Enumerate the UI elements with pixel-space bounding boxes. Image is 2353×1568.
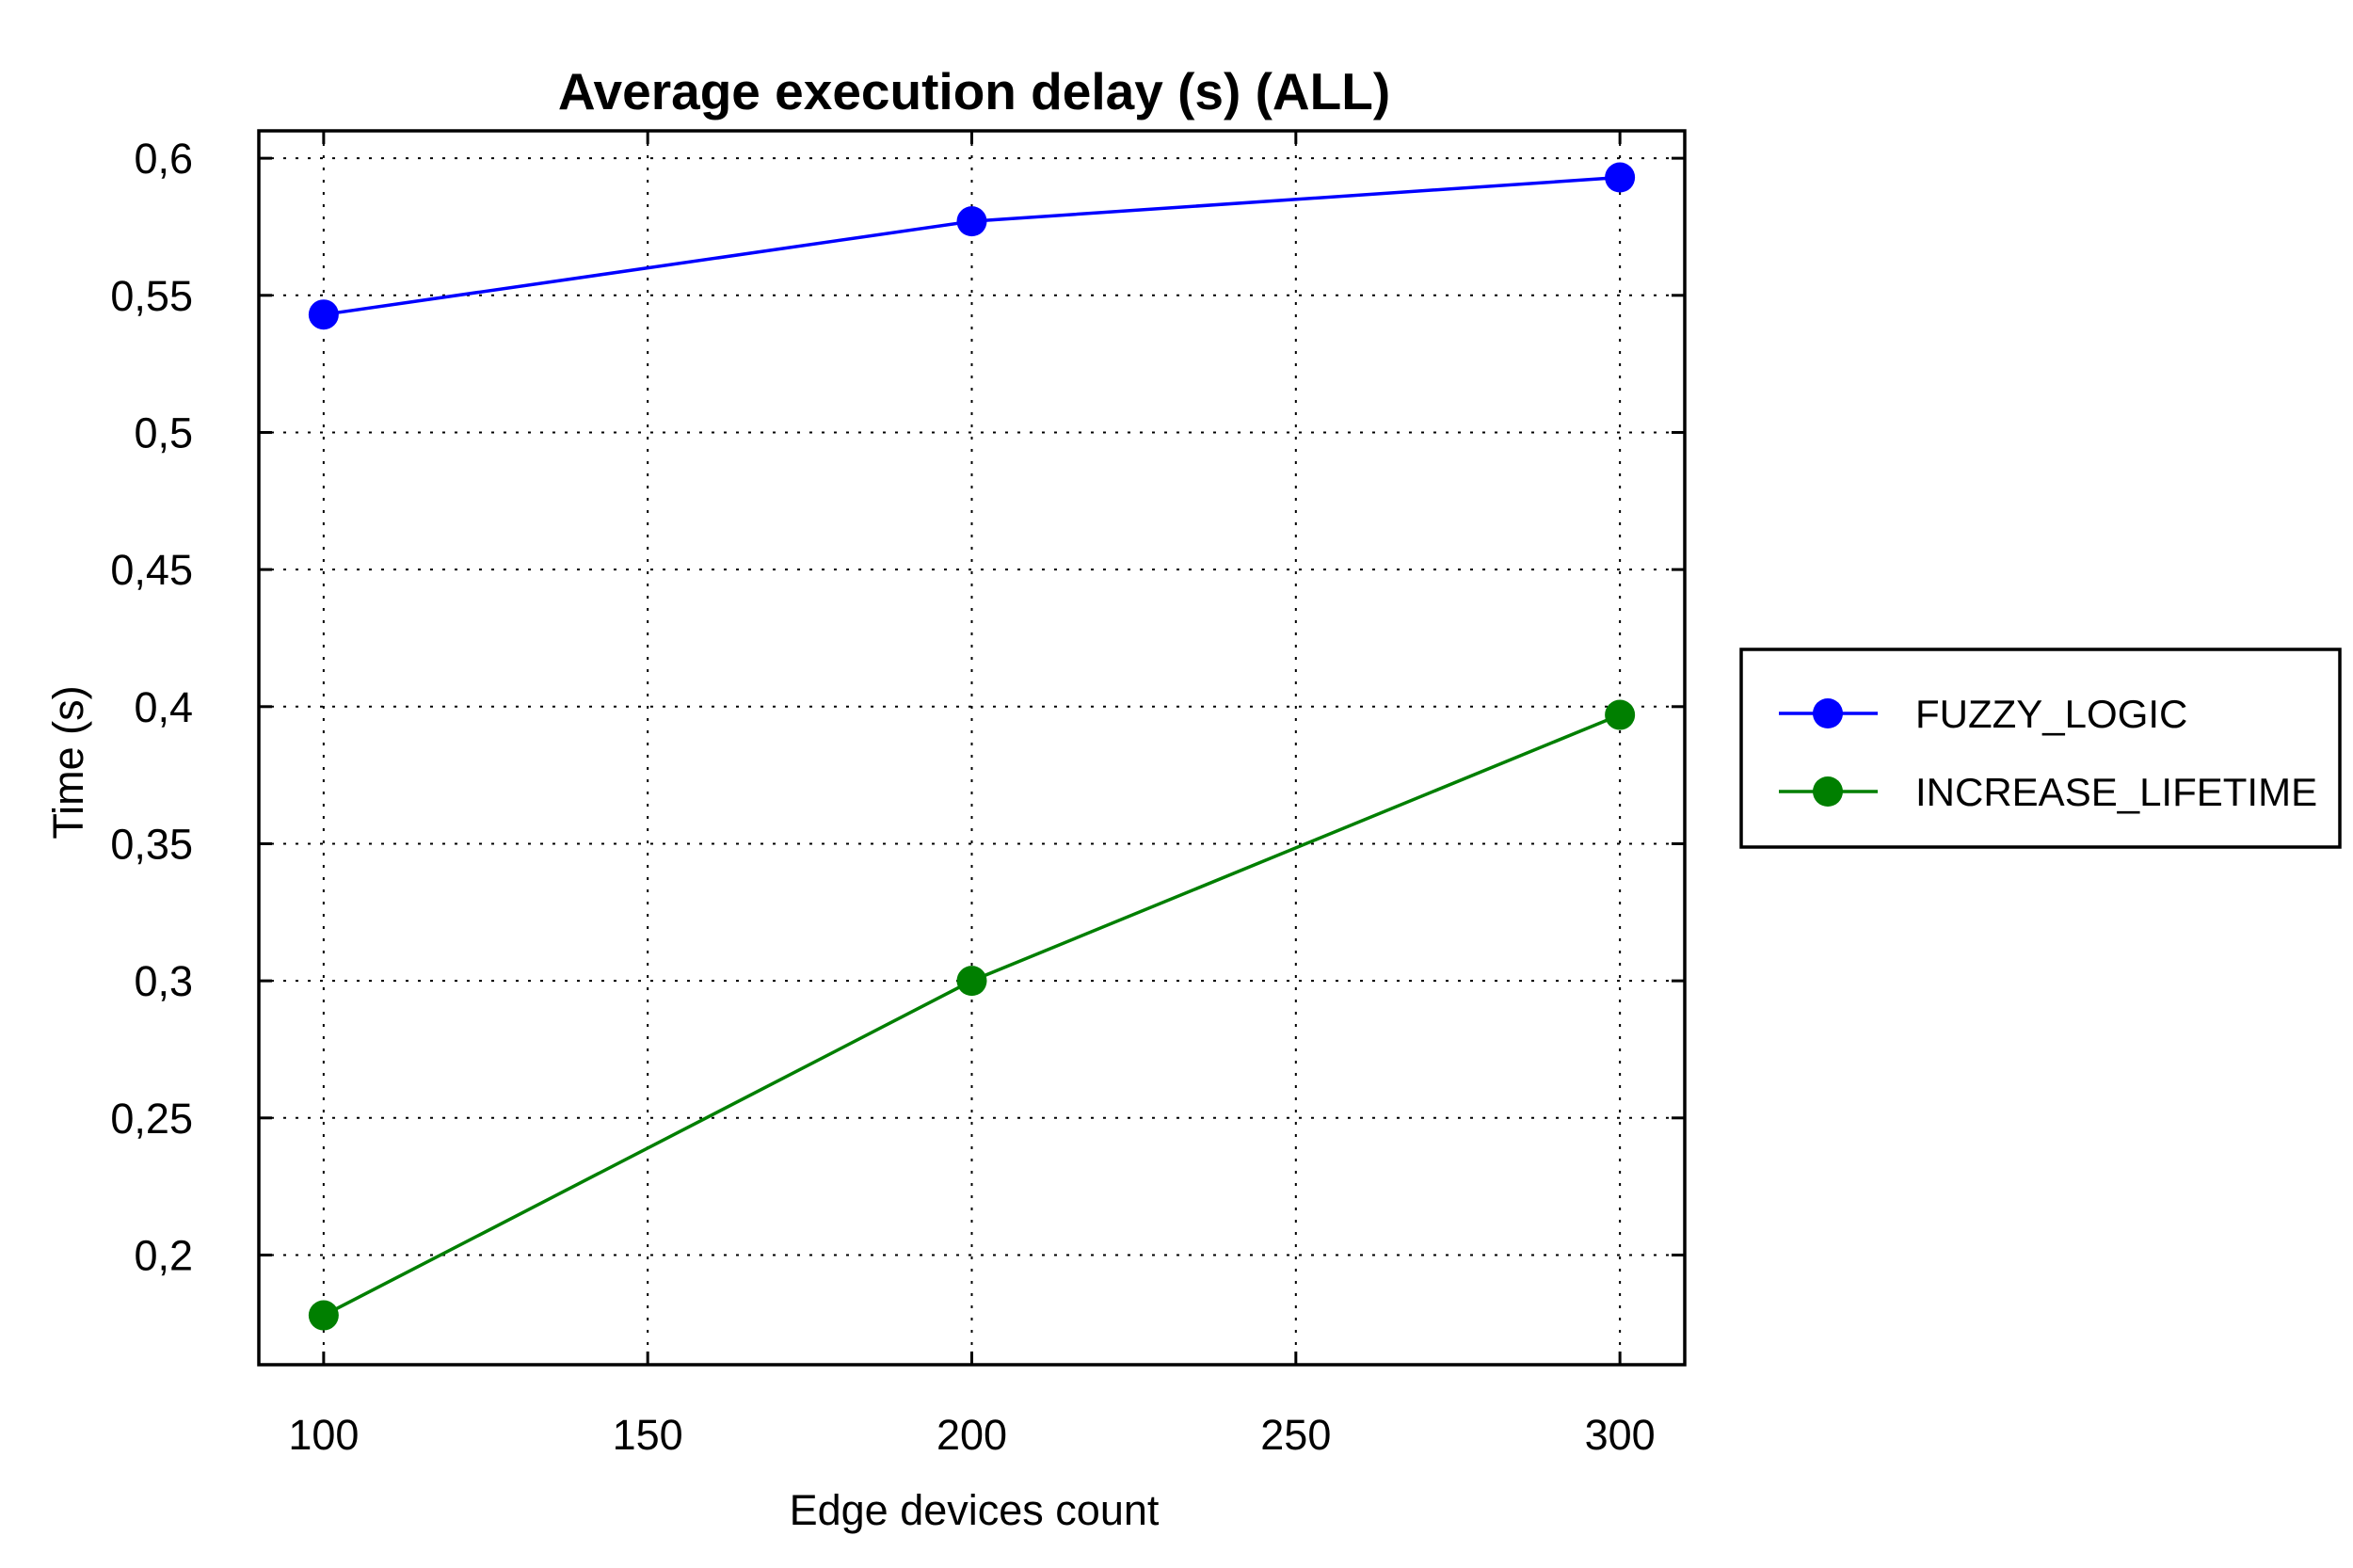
data-point-increase-lifetime — [956, 966, 987, 997]
legend-label-fuzzy-logic: FUZZY_LOGIC — [1915, 692, 2187, 736]
legend-marker-fuzzy-logic — [1813, 698, 1843, 728]
y-tick-label: 0,45 — [110, 546, 193, 594]
y-tick-label: 0,5 — [134, 408, 193, 456]
tick-labels: 100 150 200 250 300 0,2 0,25 0,3 0,35 0,4 0,45 0,5 0… — [110, 135, 1655, 1459]
y-tick-label: 0,3 — [134, 957, 193, 1005]
y-tick-label: 0,4 — [134, 683, 193, 731]
y-tick-label: 0,35 — [110, 820, 193, 868]
data-point-fuzzy-logic — [956, 206, 987, 237]
x-tick-label: 100 — [288, 1411, 359, 1459]
x-tick-label: 300 — [1585, 1411, 1656, 1459]
grid-lines — [259, 131, 1685, 1365]
data-point-fuzzy-logic — [308, 299, 339, 330]
x-tick-label: 250 — [1260, 1411, 1331, 1459]
x-tick-label: 150 — [613, 1411, 683, 1459]
data-point-increase-lifetime — [308, 1300, 339, 1331]
y-tick-label: 0,6 — [134, 135, 193, 183]
data-point-increase-lifetime — [1605, 699, 1636, 730]
chart-title: Average execution delay (s) (ALL) — [558, 62, 1390, 120]
legend-marker-increase-lifetime — [1813, 776, 1843, 807]
series-line-fuzzy-logic — [323, 175, 1621, 316]
y-axis-label: Time (s) — [44, 685, 92, 839]
data-point-fuzzy-logic — [1605, 162, 1636, 193]
legend: FUZZY_LOGIC INCREASE_LIFETIME — [1739, 648, 2342, 849]
x-tick-label: 200 — [936, 1411, 1007, 1459]
plot-frame — [257, 129, 1687, 1367]
y-tick-label: 0,25 — [110, 1095, 193, 1143]
legend-box — [1739, 648, 2342, 849]
axis-ticks — [259, 131, 1685, 1365]
y-tick-label: 0,2 — [134, 1231, 193, 1279]
y-tick-label: 0,55 — [110, 272, 193, 320]
legend-label-increase-lifetime: INCREASE_LIFETIME — [1915, 770, 2317, 814]
series-layer — [308, 162, 1636, 1331]
x-axis-label: Edge devices count — [790, 1486, 1160, 1534]
